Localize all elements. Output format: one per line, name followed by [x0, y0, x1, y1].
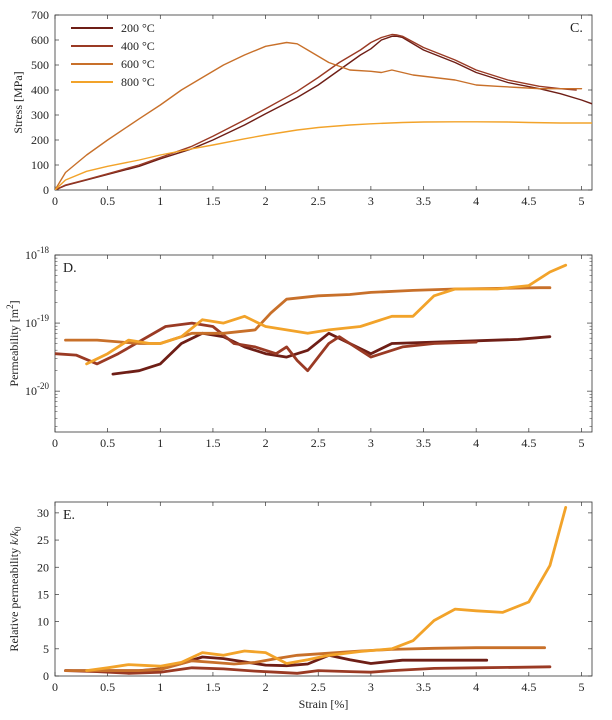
x-tick-label: 2 — [263, 436, 269, 450]
series-line-4 — [85, 263, 568, 366]
y-tick-label: 400 — [31, 83, 49, 97]
y-tick-label: 10 — [37, 615, 49, 629]
y-tick-label: 15 — [37, 587, 49, 601]
y-tick-label: 10-18 — [25, 245, 49, 262]
series-group — [55, 263, 568, 376]
y-tick-label: 100 — [31, 158, 49, 172]
x-tick-label: 2.5 — [311, 436, 326, 450]
x-tick-label: 5 — [578, 436, 584, 450]
y-tick-label: 500 — [31, 58, 49, 72]
x-tick-label: 0 — [52, 194, 58, 208]
panel-label: C. — [570, 21, 583, 36]
x-tick-label: 3 — [368, 194, 374, 208]
x-tick-label: 4 — [473, 680, 479, 694]
legend-label-4: 800 °C — [121, 75, 155, 89]
x-tick-label: 4 — [473, 436, 479, 450]
series-line-1 — [55, 35, 592, 190]
x-tick-label: 2.5 — [311, 194, 326, 208]
panel-2: 0 0.5 1 1.5 2 2.5 3 3.5 4 4.5 5 10-18 10-19 10-20 D. Pe… — [5, 245, 593, 450]
y-tick-label: 5 — [43, 642, 49, 656]
y-axis-label: Relative permeability k/k0 — [7, 526, 23, 652]
x-tick-label: 0.5 — [100, 680, 115, 694]
panel-3: 0 0.5 1 1.5 2 2.5 3 3.5 4 4.5 5 0 5 10 15 20 25 30 E. Relat… — [7, 501, 593, 711]
axes-frame — [54, 14, 593, 191]
x-tick-label: 1.5 — [205, 680, 220, 694]
x-tick-label: 3.5 — [416, 194, 431, 208]
y-tick-label: 0 — [43, 669, 49, 683]
x-tick-label: 2 — [263, 680, 269, 694]
series-line-3 — [64, 286, 552, 345]
legend-label-3: 600 °C — [121, 57, 155, 71]
legend-label-1: 200 °C — [121, 21, 155, 35]
x-tick-label: 1.5 — [205, 194, 220, 208]
x-tick-label: 4.5 — [521, 194, 536, 208]
x-tick-label: 0 — [52, 436, 58, 450]
x-tick-label: 2 — [263, 194, 269, 208]
series-line-4 — [55, 121, 592, 190]
series-group — [64, 505, 568, 675]
x-tick-label: 1 — [157, 436, 163, 450]
x-tick-label: 0.5 — [100, 194, 115, 208]
y-tick-label: 600 — [31, 33, 49, 47]
y-tick-label: 25 — [37, 533, 49, 547]
x-tick-label: 3.5 — [416, 436, 431, 450]
panel-label: E. — [63, 508, 75, 523]
y-tick-label: 10-20 — [25, 381, 49, 398]
x-tick-label: 3.5 — [416, 680, 431, 694]
x-tick-label: 4.5 — [521, 680, 536, 694]
series-line-1 — [111, 331, 552, 376]
x-tick-label: 5 — [578, 680, 584, 694]
x-tick-label: 5 — [578, 194, 584, 208]
x-tick-label: 0.5 — [100, 436, 115, 450]
x-tick-label: 2.5 — [311, 680, 326, 694]
x-tick-label: 3 — [368, 680, 374, 694]
x-tick-label: 0 — [52, 680, 58, 694]
x-tick-label: 1 — [157, 680, 163, 694]
y-axis-label: Permeability [m2] — [5, 300, 21, 386]
x-tick-label: 4 — [473, 194, 479, 208]
legend-label-2: 400 °C — [121, 39, 155, 53]
series-line-2 — [55, 33, 577, 190]
y-tick-label: 30 — [37, 506, 49, 520]
panel-1: 0 0.5 1 1.5 2 2.5 3 3.5 4 4.5 5 0 100 200 300 400 500 600… — [11, 8, 593, 208]
series-line-2 — [55, 321, 478, 373]
y-tick-label: 0 — [43, 183, 49, 197]
series-line-3 — [55, 41, 583, 190]
x-tick-label: 1.5 — [205, 436, 220, 450]
x-tick-label: 4.5 — [521, 436, 536, 450]
y-tick-label: 10-19 — [25, 313, 49, 330]
series-group — [55, 33, 592, 190]
y-axis-label: Stress [MPa] — [11, 71, 25, 133]
x-axis-label: Strain [%] — [299, 697, 349, 711]
y-tick-label: 700 — [31, 8, 49, 22]
y-tick-label: 20 — [37, 560, 49, 574]
y-tick-label: 300 — [31, 108, 49, 122]
x-tick-label: 3 — [368, 436, 374, 450]
panel-label: D. — [63, 261, 77, 276]
legend: 200 °C 400 °C 600 °C 800 °C — [71, 21, 155, 89]
series-line-2 — [64, 665, 552, 675]
y-tick-label: 200 — [31, 133, 49, 147]
x-tick-label: 1 — [157, 194, 163, 208]
axes-frame — [54, 501, 593, 677]
series-line-4 — [85, 505, 568, 672]
